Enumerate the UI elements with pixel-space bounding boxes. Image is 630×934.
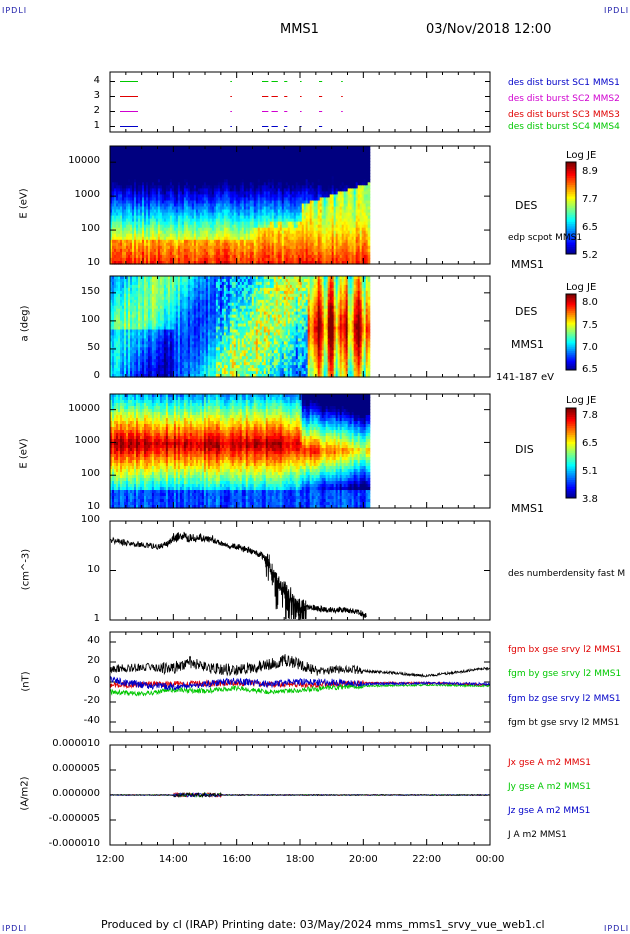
by-label: fgm by gse srvy l2 MMS1 (508, 669, 621, 679)
y-tick-label: 0.000000 (52, 788, 100, 799)
j-label: J A m2 MMS1 (508, 830, 567, 840)
cb2-title: Log JE (566, 282, 596, 293)
cb2-tick-3: 7.0 (582, 342, 598, 353)
scpot-label: edp scpot MMS1 (508, 233, 582, 243)
x-tick-label: 20:00 (343, 854, 383, 865)
burst-label-sc2: des dist burst SC2 MMS2 (508, 94, 620, 104)
dis-instrument-label: MMS1 (511, 502, 544, 515)
y-tick-label: 10 (87, 257, 100, 268)
y-tick-label: 1000 (75, 189, 100, 200)
heatmap-des-energy (110, 146, 370, 265)
energy-range-label: 141-187 eV (496, 372, 554, 383)
cb1-tick-3: 6.5 (582, 222, 598, 233)
cb1-tick-2: 7.7 (582, 194, 598, 205)
burst-ytick: 1 (94, 120, 100, 131)
y-tick-label: 0 (94, 370, 100, 381)
jz-label: Jz gse A m2 MMS1 (508, 806, 590, 816)
des-label: DES (515, 199, 537, 212)
burst-label-sc1: des dist burst SC1 MMS1 (508, 78, 620, 88)
y-tick-label: 40 (87, 635, 100, 646)
dis-label: DIS (515, 443, 534, 456)
panel-frame (110, 632, 490, 732)
y-tick-label: -0.000005 (49, 813, 100, 824)
y-tick-label: -40 (84, 715, 100, 726)
cb2-tick-1: 8.0 (582, 297, 598, 308)
bt-label: fgm bt gse srvy l2 MMS1 (508, 718, 619, 728)
heatmap-dis-energy (110, 394, 370, 509)
y-tick-label: 10000 (68, 403, 100, 414)
cb3-tick-3: 5.1 (582, 466, 598, 477)
ylabel-bfield: (nT) (21, 664, 32, 700)
cb3-tick-2: 6.5 (582, 438, 598, 449)
y-tick-label: 100 (81, 514, 100, 525)
y-tick-label: 1 (94, 613, 100, 624)
jx-label: Jx gse A m2 MMS1 (508, 758, 591, 768)
y-tick-label: -20 (84, 695, 100, 706)
y-tick-label: 10000 (68, 155, 100, 166)
x-tick-label: 14:00 (153, 854, 193, 865)
y-tick-label: 100 (81, 223, 100, 234)
y-tick-label: 10 (87, 564, 100, 575)
des-pa-label: DES (515, 305, 537, 318)
x-tick-label: 16:00 (217, 854, 257, 865)
x-tick-label: 12:00 (90, 854, 130, 865)
cb3-title: Log JE (566, 395, 596, 406)
y-tick-label: 0.000005 (52, 763, 100, 774)
y-tick-label: 100 (81, 468, 100, 479)
y-tick-label: 1000 (75, 435, 100, 446)
colorbar-des-pitch-angle (566, 294, 576, 371)
x-tick-label: 22:00 (407, 854, 447, 865)
cb2-tick-2: 7.5 (582, 320, 598, 331)
y-tick-label: 10 (87, 501, 100, 512)
bfield-line-3 (110, 654, 490, 677)
burst-ytick: 2 (94, 105, 100, 116)
cb3-tick-1: 7.8 (582, 410, 598, 421)
ylabel-current: (A/m2) (20, 769, 31, 819)
y-tick-label: 50 (87, 342, 100, 353)
cb1-tick-4: 5.2 (582, 250, 598, 261)
y-tick-label: 20 (87, 655, 100, 666)
y-tick-label: 0 (94, 675, 100, 686)
colorbar-dis-energy (566, 408, 576, 499)
jy-label: Jy gse A m2 MMS1 (508, 782, 591, 792)
x-tick-label: 18:00 (280, 854, 320, 865)
ylabel-pitch: a (deg) (20, 301, 31, 347)
density-line (110, 532, 366, 619)
burst-label-sc3: des dist burst SC3 MMS3 (508, 110, 620, 120)
burst-label-sc4: des dist burst SC4 MMS4 (508, 122, 620, 132)
y-tick-label: -0.000010 (49, 838, 100, 849)
burst-ytick: 3 (94, 90, 100, 101)
y-tick-label: 100 (81, 314, 100, 325)
y-tick-label: 0.000010 (52, 738, 100, 749)
x-tick-label: 00:00 (470, 854, 510, 865)
des-pa-instrument: MMS1 (511, 338, 544, 351)
cb1-tick-1: 8.9 (582, 166, 598, 177)
bz-label: fgm bz gse srvy l2 MMS1 (508, 694, 621, 704)
cb1-title: Log JE (566, 150, 596, 161)
cb3-tick-4: 3.8 (582, 494, 598, 505)
current-line-3 (110, 793, 490, 797)
bx-label: fgm bx gse srvy l2 MMS1 (508, 645, 621, 655)
ylabel-dis-energy: E (eV) (19, 434, 30, 474)
ylabel-des-energy: E (eV) (19, 184, 30, 224)
cb2-tick-4: 6.5 (582, 364, 598, 375)
burst-ytick: 4 (94, 75, 100, 86)
heatmap-des-pitch-angle (110, 276, 370, 378)
ylabel-density: (cm^-3) (21, 542, 32, 598)
des-instrument-label: MMS1 (511, 258, 544, 271)
density-series-label: des numberdensity fast M (508, 569, 625, 579)
y-tick-label: 150 (81, 286, 100, 297)
